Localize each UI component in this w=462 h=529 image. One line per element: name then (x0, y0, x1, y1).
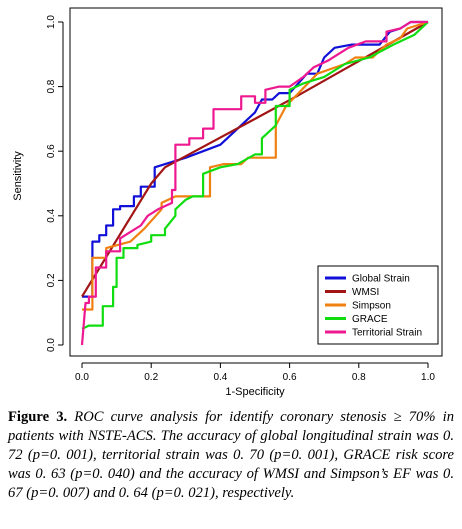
legend-label: GRACE (352, 314, 388, 325)
x-tick-label: 0.0 (75, 372, 89, 383)
x-tick-label: 0.4 (213, 372, 227, 383)
x-tick-label: 0.2 (144, 372, 158, 383)
y-tick-label: 0.8 (46, 79, 57, 93)
x-tick-label: 1.0 (421, 372, 435, 383)
legend: Global Strain WMSI Simpson GRACE Territorial… (317, 265, 439, 345)
legend-label: Global Strain (352, 274, 410, 285)
x-axis: 0.0 0.2 0.4 0.6 0.8 1.0 (75, 362, 435, 383)
legend-label: WMSI (352, 287, 379, 298)
x-axis-title: 1-Specificity (225, 386, 285, 398)
legend-label: Simpson (352, 301, 391, 312)
y-axis: 0.0 0.2 0.4 0.6 0.8 1.0 (46, 15, 64, 352)
series-line-grace (81, 21, 429, 330)
series-layer (80, 20, 429, 346)
y-tick-label: 0.0 (46, 338, 57, 352)
legend-label: Territorial Strain (352, 328, 422, 339)
caption-label: Figure 3. (8, 409, 68, 425)
series-line-wmsi (81, 21, 429, 298)
series-line-global-strain (82, 20, 428, 298)
y-tick-label: 1.0 (46, 15, 57, 29)
y-axis-title: Sensitivity (12, 151, 24, 201)
x-tick-label: 0.8 (352, 372, 366, 383)
y-tick-label: 0.6 (46, 144, 57, 158)
x-tick-label: 0.6 (283, 372, 297, 383)
plot-frame (69, 7, 443, 357)
roc-chart: 0.0 0.2 0.4 0.6 0.8 1.0 0.0 0.2 0.4 0.6 0.8 1.0 1-… (12, 7, 443, 398)
caption-text: ROC curve analysis for identify coronary… (8, 409, 454, 501)
series-line-territorial-strain (80, 20, 428, 346)
figure-caption: Figure 3. ROC curve analysis for identif… (8, 408, 454, 503)
y-tick-label: 0.4 (46, 208, 57, 222)
y-tick-label: 0.2 (46, 273, 57, 287)
roc-chart-svg: 0.0 0.2 0.4 0.6 0.8 1.0 0.0 0.2 0.4 0.6 0.8 1.0 1-… (12, 7, 443, 398)
